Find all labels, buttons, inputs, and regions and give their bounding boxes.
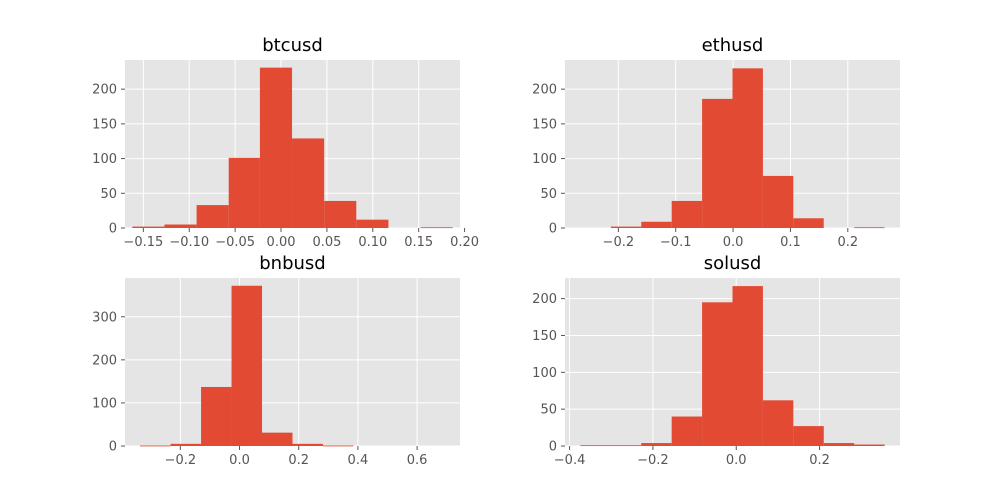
x-tick-label: 0.1 <box>780 235 801 250</box>
x-tick-label: 0.15 <box>404 235 433 250</box>
panel-solusd: −0.4 −0.2 0.0 0.2 0 50 100 150 200 solusd <box>532 253 900 468</box>
histogram-bar <box>823 443 855 446</box>
y-tick-label: 50 <box>100 187 117 202</box>
histogram-bar <box>641 221 672 228</box>
x-tick-label: −0.4 <box>554 453 586 468</box>
panel-title: solusd <box>704 253 762 274</box>
x-tick-label: 0.6 <box>407 453 428 468</box>
y-tick-label: 200 <box>532 292 557 307</box>
y-axis-ticks: 0 100 200 300 <box>92 310 125 455</box>
y-tick-label: 200 <box>532 83 557 98</box>
x-tick-label: 0.4 <box>348 453 369 468</box>
histogram-bar <box>671 200 703 228</box>
y-axis-ticks: 0 50 100 150 200 <box>92 83 125 237</box>
x-tick-label: −0.05 <box>215 235 255 250</box>
x-tick-label: 0.2 <box>288 453 309 468</box>
y-tick-label: 300 <box>92 310 117 325</box>
histogram-bar <box>231 285 263 446</box>
histogram-bar <box>610 445 642 447</box>
y-tick-label: 150 <box>532 117 557 132</box>
histogram-bars <box>132 67 453 229</box>
x-tick-label: 0.0 <box>723 235 744 250</box>
panel-btcusd: −0.15 −0.10 −0.05 0.00 0.05 0.10 0.15 0.20 0 50 1… <box>92 35 479 250</box>
histogram-bars <box>610 68 885 229</box>
y-tick-label: 100 <box>532 152 557 167</box>
y-tick-label: 200 <box>92 353 117 368</box>
histogram-bars <box>140 285 354 447</box>
histogram-bar <box>292 138 325 228</box>
y-tick-label: 100 <box>92 396 117 411</box>
x-tick-label: 0.2 <box>809 453 830 468</box>
histogram-bar <box>170 443 202 446</box>
histogram-bar <box>641 443 672 446</box>
x-axis-ticks: −0.15 −0.10 −0.05 0.00 0.05 0.10 0.15 0.20 <box>123 228 479 250</box>
histogram-bar <box>793 426 824 446</box>
histogram-bar <box>762 400 794 446</box>
y-tick-label: 150 <box>92 117 117 132</box>
plot-area <box>125 278 460 446</box>
grid-lines <box>125 278 460 447</box>
x-tick-label: 0.2 <box>837 235 858 250</box>
histogram-bar <box>793 218 824 228</box>
x-tick-label: 0.20 <box>450 235 479 250</box>
x-axis-ticks: −0.4 −0.2 0.0 0.2 <box>554 446 830 468</box>
y-tick-label: 50 <box>540 187 557 202</box>
histogram-bar <box>196 205 229 228</box>
y-tick-label: 0 <box>109 222 117 237</box>
y-tick-label: 0 <box>549 440 557 455</box>
x-tick-label: 0.05 <box>312 235 341 250</box>
y-tick-label: 0 <box>109 440 117 455</box>
panel-title: btcusd <box>262 35 323 56</box>
histogram-bar <box>671 416 703 446</box>
histogram-bar <box>854 444 885 446</box>
histogram-bar <box>610 226 642 228</box>
x-axis-ticks: −0.2 −0.1 0.0 0.1 0.2 <box>603 228 858 250</box>
y-tick-label: 50 <box>540 403 557 418</box>
histogram-bar <box>762 175 794 228</box>
x-tick-label: 0.0 <box>726 453 747 468</box>
y-tick-label: 200 <box>92 83 117 98</box>
x-tick-label: −0.10 <box>169 235 209 250</box>
x-tick-label: 0.10 <box>358 235 387 250</box>
histogram-bar <box>132 226 165 228</box>
histogram-bar <box>259 67 293 229</box>
x-axis-ticks: −0.2 0.0 0.2 0.4 0.6 <box>165 446 428 468</box>
histogram-bars <box>580 286 885 447</box>
histogram-bar <box>702 98 733 228</box>
histogram-bar <box>201 386 232 446</box>
histogram-bar <box>262 432 293 446</box>
y-tick-label: 150 <box>532 329 557 344</box>
histogram-bar <box>732 68 763 228</box>
y-tick-label: 100 <box>92 152 117 167</box>
y-axis-ticks: 0 50 100 150 200 <box>532 292 565 455</box>
x-tick-label: −0.2 <box>637 453 669 468</box>
histogram-bar <box>854 227 885 229</box>
panel-ethusd: −0.2 −0.1 0.0 0.1 0.2 0 50 100 150 200 ethusd <box>532 35 900 250</box>
y-tick-label: 100 <box>532 366 557 381</box>
x-tick-label: 0.0 <box>229 453 250 468</box>
histogram-bar <box>140 445 171 447</box>
histogram-bar <box>732 286 763 446</box>
histogram-bar <box>292 443 323 446</box>
y-tick-label: 0 <box>549 222 557 237</box>
histogram-bar <box>356 219 389 228</box>
x-tick-label: −0.15 <box>123 235 163 250</box>
y-axis-ticks: 0 50 100 150 200 <box>532 83 565 237</box>
histogram-bar <box>420 227 453 229</box>
panel-title: bnbusd <box>259 253 325 274</box>
x-tick-label: −0.2 <box>165 453 197 468</box>
histogram-bar <box>164 224 197 228</box>
histogram-bar <box>324 200 357 228</box>
panel-title: ethusd <box>702 35 764 56</box>
x-tick-label: 0.00 <box>267 235 296 250</box>
x-tick-label: −0.2 <box>603 235 635 250</box>
histogram-bar <box>580 445 611 447</box>
histogram-bar <box>228 157 260 228</box>
panel-bnbusd: −0.2 0.0 0.2 0.4 0.6 0 100 200 300 bnbusd <box>92 253 460 468</box>
histogram-bar <box>322 445 354 447</box>
x-tick-label: −0.1 <box>660 235 692 250</box>
histogram-bar <box>702 302 733 446</box>
